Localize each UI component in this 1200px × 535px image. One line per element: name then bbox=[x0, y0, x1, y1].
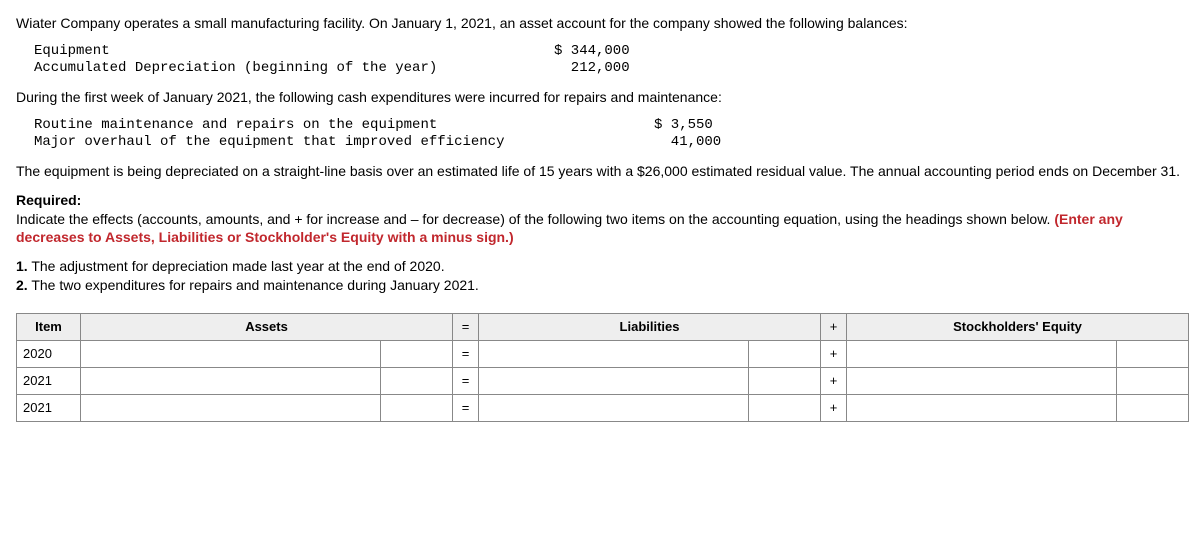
header-stockholders-equity: Stockholders' Equity bbox=[847, 314, 1189, 341]
table-row: 2021 = + bbox=[17, 368, 1189, 395]
balance-row-1: Equipment$ 344,000 bbox=[34, 43, 630, 59]
cell-liab-account[interactable] bbox=[479, 368, 749, 395]
table-row: 2021 = + bbox=[17, 395, 1189, 422]
cell-assets-account[interactable] bbox=[81, 395, 381, 422]
cell-equals: = bbox=[453, 395, 479, 422]
cell-year: 2020 bbox=[17, 341, 81, 368]
cell-equals: = bbox=[453, 341, 479, 368]
cell-assets-account[interactable] bbox=[81, 368, 381, 395]
list-item-1: 1. The adjustment for depreciation made … bbox=[16, 257, 1184, 276]
required-label: Required: bbox=[16, 192, 81, 208]
cell-liab-account[interactable] bbox=[479, 341, 749, 368]
cell-equals: = bbox=[453, 368, 479, 395]
required-text: Indicate the effects (accounts, amounts,… bbox=[16, 211, 1054, 227]
header-plus: + bbox=[821, 314, 847, 341]
expenditure-row-2: Major overhaul of the equipment that imp… bbox=[34, 134, 721, 150]
header-item: Item bbox=[17, 314, 81, 341]
cell-liab-amount[interactable] bbox=[749, 395, 821, 422]
list-item-2: 2. The two expenditures for repairs and … bbox=[16, 276, 1184, 295]
expenditures-block: Routine maintenance and repairs on the e… bbox=[34, 117, 1184, 152]
header-equals: = bbox=[453, 314, 479, 341]
header-liabilities: Liabilities bbox=[479, 314, 821, 341]
numbered-list: 1. The adjustment for depreciation made … bbox=[16, 257, 1184, 295]
cell-se-account[interactable] bbox=[847, 368, 1117, 395]
cell-liab-account[interactable] bbox=[479, 395, 749, 422]
para-expenditures-intro: During the first week of January 2021, t… bbox=[16, 88, 1184, 107]
cell-se-account[interactable] bbox=[847, 395, 1117, 422]
cell-se-account[interactable] bbox=[847, 341, 1117, 368]
required-block: Required: Indicate the effects (accounts… bbox=[16, 191, 1184, 248]
cell-liab-amount[interactable] bbox=[749, 341, 821, 368]
cell-plus: + bbox=[821, 395, 847, 422]
cell-assets-amount[interactable] bbox=[381, 368, 453, 395]
expenditure-row-1: Routine maintenance and repairs on the e… bbox=[34, 117, 713, 133]
header-assets: Assets bbox=[81, 314, 453, 341]
cell-se-amount[interactable] bbox=[1117, 341, 1189, 368]
cell-plus: + bbox=[821, 368, 847, 395]
cell-assets-amount[interactable] bbox=[381, 395, 453, 422]
para-depreciation-info: The equipment is being depreciated on a … bbox=[16, 162, 1184, 181]
cell-assets-account[interactable] bbox=[81, 341, 381, 368]
cell-se-amount[interactable] bbox=[1117, 368, 1189, 395]
balances-block: Equipment$ 344,000 Accumulated Depreciat… bbox=[34, 43, 1184, 78]
cell-liab-amount[interactable] bbox=[749, 368, 821, 395]
cell-se-amount[interactable] bbox=[1117, 395, 1189, 422]
accounting-equation-table: Item Assets = Liabilities + Stockholders… bbox=[16, 313, 1189, 422]
cell-plus: + bbox=[821, 341, 847, 368]
cell-assets-amount[interactable] bbox=[381, 341, 453, 368]
table-row: 2020 = + bbox=[17, 341, 1189, 368]
intro-paragraph: Wiater Company operates a small manufact… bbox=[16, 14, 1184, 33]
cell-year: 2021 bbox=[17, 395, 81, 422]
table-header-row: Item Assets = Liabilities + Stockholders… bbox=[17, 314, 1189, 341]
balance-row-2: Accumulated Depreciation (beginning of t… bbox=[34, 60, 630, 76]
cell-year: 2021 bbox=[17, 368, 81, 395]
